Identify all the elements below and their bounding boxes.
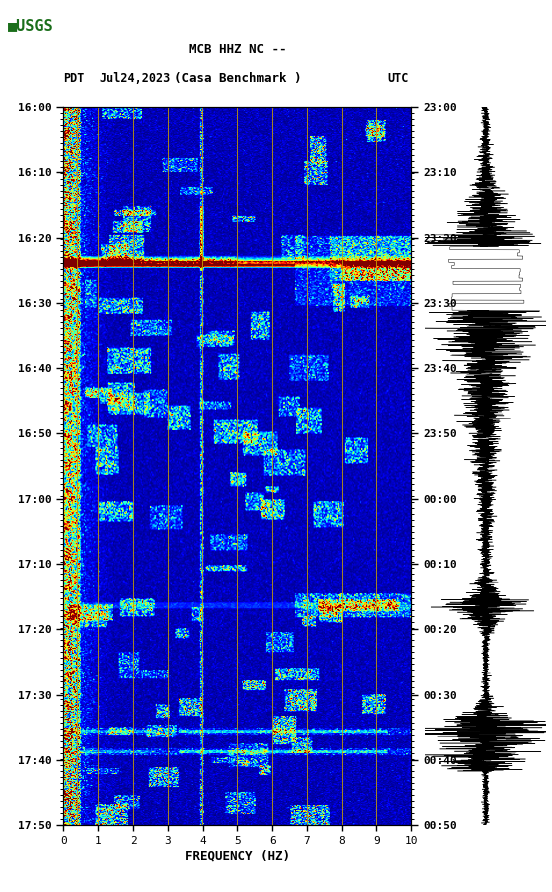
Text: ■USGS: ■USGS xyxy=(8,18,54,33)
Text: PDT: PDT xyxy=(63,72,85,85)
Text: (Casa Benchmark ): (Casa Benchmark ) xyxy=(174,72,301,85)
X-axis label: FREQUENCY (HZ): FREQUENCY (HZ) xyxy=(185,850,290,863)
Text: UTC: UTC xyxy=(387,72,408,85)
Text: Jul24,2023: Jul24,2023 xyxy=(99,72,171,85)
Text: MCB HHZ NC --: MCB HHZ NC -- xyxy=(189,43,286,55)
